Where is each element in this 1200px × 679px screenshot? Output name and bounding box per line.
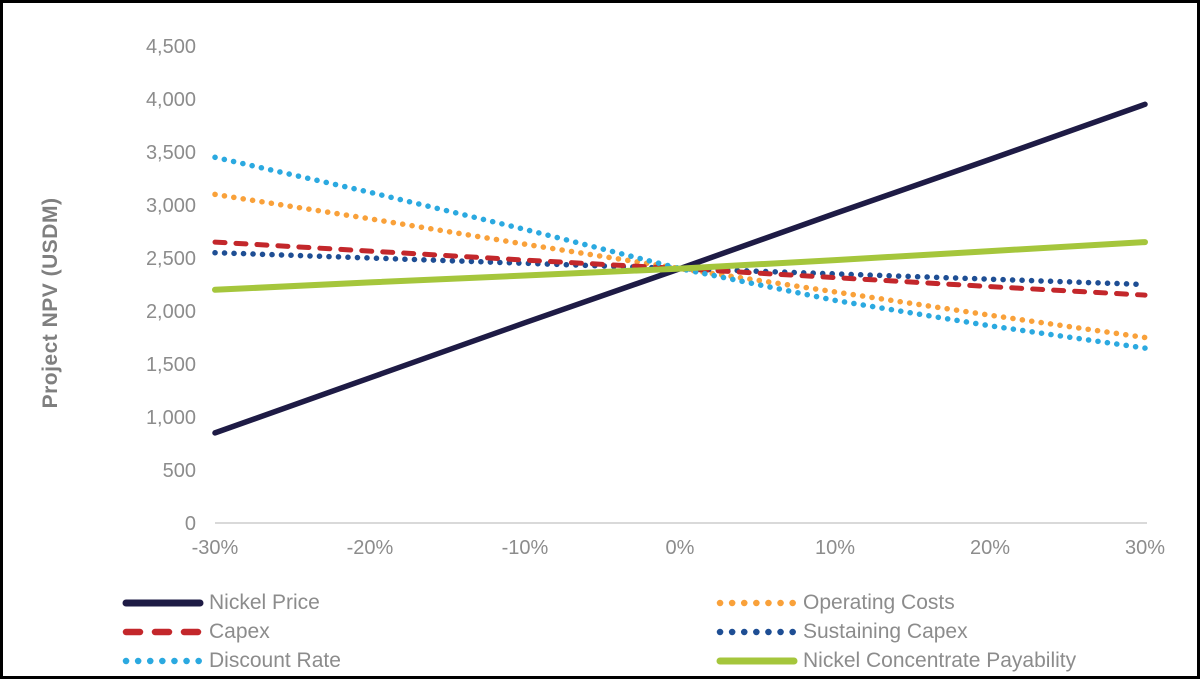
- legend-label-operating-costs: Operating Costs: [803, 591, 955, 614]
- y-axis-title: Project NPV (USDM): [39, 198, 62, 409]
- series-line-nickel-concentrate-payability: [212, 239, 1148, 293]
- legend-swatch-nickel-concentrate-payability: [716, 657, 798, 664]
- legend-item-sustaining-capex: Sustaining Capex: [716, 618, 1076, 645]
- legend-label-sustaining-capex: Sustaining Capex: [803, 620, 968, 643]
- sensitivity-line-chart: Project NPV (USDM) 0 500 1,000 1,500 2,000 2,…: [39, 36, 1166, 559]
- series-line-discount-rate: [212, 154, 1148, 351]
- y-axis-tick-label: 1,000: [146, 407, 196, 429]
- y-axis-tick-label: 4,000: [146, 89, 196, 111]
- x-axis-tick-label: -10%: [502, 537, 549, 559]
- y-axis-tick-labels: 0 500 1,000 1,500 2,000 2,500 3,000 3,500 4,000 4…: [146, 36, 196, 535]
- legend-label-discount-rate: Discount Rate: [209, 649, 341, 672]
- y-axis-tick-label: 2,500: [146, 248, 196, 270]
- y-axis-tick-label: 2,000: [146, 301, 196, 323]
- legend-item-nickel-concentrate-payability: Nickel Concentrate Payability: [716, 647, 1076, 674]
- series-lines: [212, 101, 1148, 436]
- x-axis-tick-label: -20%: [347, 537, 394, 559]
- legend-label-nickel-price: Nickel Price: [209, 591, 320, 614]
- x-axis-tick-label: 30%: [1125, 537, 1165, 559]
- y-axis-tick-label: 500: [163, 460, 196, 482]
- x-axis-tick-label: 10%: [815, 537, 855, 559]
- legend-swatch-nickel-price: [122, 599, 204, 606]
- legend-label-capex: Capex: [209, 620, 270, 643]
- y-axis-tick-label: 1,500: [146, 354, 196, 376]
- x-axis-tick-label: 0%: [666, 537, 695, 559]
- legend-swatch-discount-rate: [122, 657, 204, 664]
- legend-swatch-sustaining-capex: [716, 628, 798, 635]
- legend-label-nickel-concentrate-payability: Nickel Concentrate Payability: [803, 649, 1077, 672]
- legend-item-discount-rate: Discount Rate: [122, 647, 716, 674]
- legend-swatch-capex: [122, 628, 204, 635]
- legend-swatch-operating-costs: [716, 599, 798, 606]
- x-axis-tick-labels: -30% -20% -10% 0% 10% 20% 30%: [192, 537, 1166, 559]
- chart-legend: Nickel Price Operating Costs Capex Sustaini…: [122, 589, 1076, 674]
- y-axis-tick-label: 0: [185, 513, 196, 535]
- legend-item-capex: Capex: [122, 618, 716, 645]
- y-axis-tick-label: 4,500: [146, 36, 196, 58]
- y-axis-tick-label: 3,500: [146, 142, 196, 164]
- legend-item-nickel-price: Nickel Price: [122, 589, 716, 616]
- y-axis-tick-label: 3,000: [146, 195, 196, 217]
- x-axis-tick-label: -30%: [192, 537, 239, 559]
- x-axis-tick-label: 20%: [970, 537, 1010, 559]
- legend-item-operating-costs: Operating Costs: [716, 589, 1076, 616]
